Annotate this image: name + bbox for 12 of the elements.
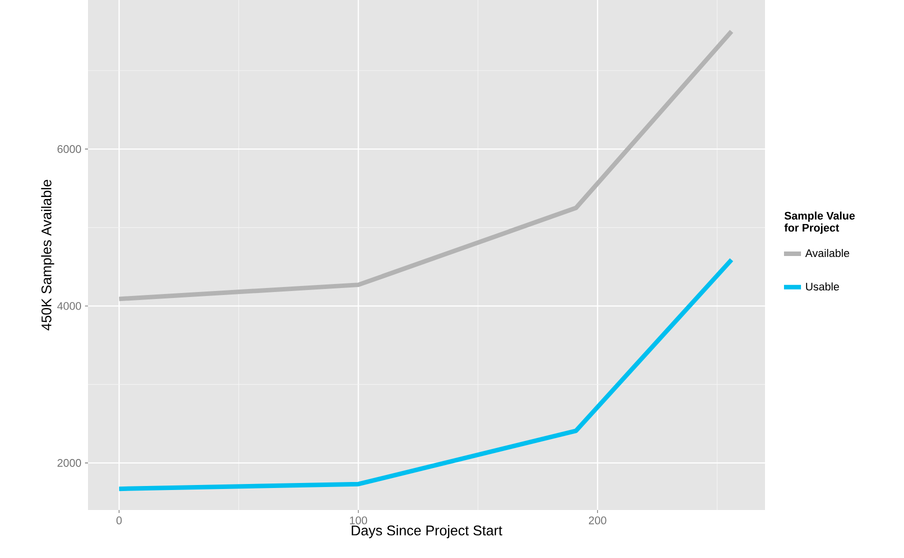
legend-label: Usable — [806, 282, 839, 291]
x-tick-label: 0 — [116, 516, 122, 524]
line-series — [116, 29, 734, 302]
legend-label: Available — [805, 248, 850, 258]
legend-title: Sample Value for Project — [784, 212, 855, 234]
x-axis-title: Days Since Project Start — [352, 525, 502, 538]
y-axis-title: 450K Samples Available — [41, 180, 54, 330]
y-tick-label: 4000 — [57, 302, 82, 310]
y-tick-label: 6000 — [58, 145, 82, 153]
x-tick-label: 100 — [350, 516, 368, 524]
y-tick-label: 2000 — [58, 459, 82, 467]
x-tick-label: 200 — [588, 516, 606, 524]
